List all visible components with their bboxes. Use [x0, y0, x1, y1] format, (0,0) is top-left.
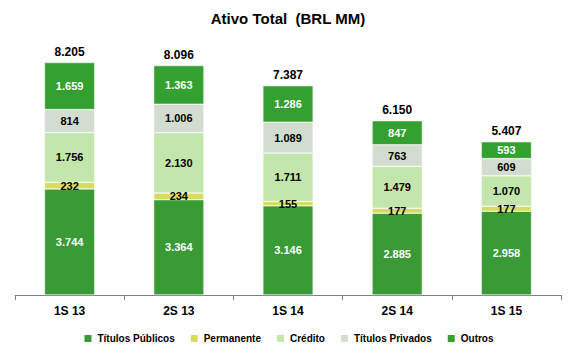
- svg-text:177: 177: [388, 205, 406, 217]
- svg-text:5.407: 5.407: [491, 124, 521, 138]
- svg-text:232: 232: [60, 180, 78, 192]
- svg-text:6.150: 6.150: [382, 103, 412, 117]
- svg-text:1S 14: 1S 14: [272, 304, 304, 318]
- svg-text:2.130: 2.130: [165, 157, 193, 169]
- svg-text:2S 13: 2S 13: [163, 304, 195, 318]
- svg-text:1.286: 1.286: [274, 98, 302, 110]
- svg-text:Títulos Públicos: Títulos Públicos: [97, 333, 175, 344]
- svg-text:2.885: 2.885: [383, 248, 411, 260]
- svg-text:Ativo Total (BRL MM): Ativo Total (BRL MM): [211, 10, 365, 27]
- svg-text:1.363: 1.363: [165, 79, 193, 91]
- svg-text:8.096: 8.096: [164, 48, 194, 62]
- svg-text:155: 155: [279, 198, 297, 210]
- svg-text:1.479: 1.479: [383, 181, 411, 193]
- svg-text:2.958: 2.958: [493, 247, 521, 259]
- svg-text:7.387: 7.387: [273, 68, 303, 82]
- svg-text:1.089: 1.089: [274, 132, 302, 144]
- svg-text:1.756: 1.756: [56, 151, 84, 163]
- svg-text:814: 814: [60, 115, 79, 127]
- svg-text:Crédito: Crédito: [290, 333, 325, 344]
- svg-text:Outros: Outros: [461, 333, 494, 344]
- svg-text:Permanente: Permanente: [204, 333, 262, 344]
- svg-text:234: 234: [170, 190, 189, 202]
- svg-text:1.070: 1.070: [493, 185, 521, 197]
- svg-text:847: 847: [388, 127, 406, 139]
- svg-text:3.744: 3.744: [56, 236, 84, 248]
- svg-text:3.146: 3.146: [274, 244, 302, 256]
- svg-text:593: 593: [497, 144, 515, 156]
- svg-text:177: 177: [497, 203, 515, 215]
- svg-text:2S 14: 2S 14: [382, 304, 414, 318]
- svg-text:1.006: 1.006: [165, 112, 193, 124]
- svg-text:763: 763: [388, 150, 406, 162]
- svg-text:1S 13: 1S 13: [54, 304, 86, 318]
- svg-text:3.364: 3.364: [165, 241, 193, 253]
- svg-text:8.205: 8.205: [55, 45, 85, 59]
- svg-text:1.659: 1.659: [56, 80, 84, 92]
- svg-text:609: 609: [497, 161, 515, 173]
- svg-text:Títulos Privados: Títulos Privados: [354, 333, 432, 344]
- svg-text:1S 15: 1S 15: [491, 304, 523, 318]
- svg-text:1.711: 1.711: [275, 171, 302, 183]
